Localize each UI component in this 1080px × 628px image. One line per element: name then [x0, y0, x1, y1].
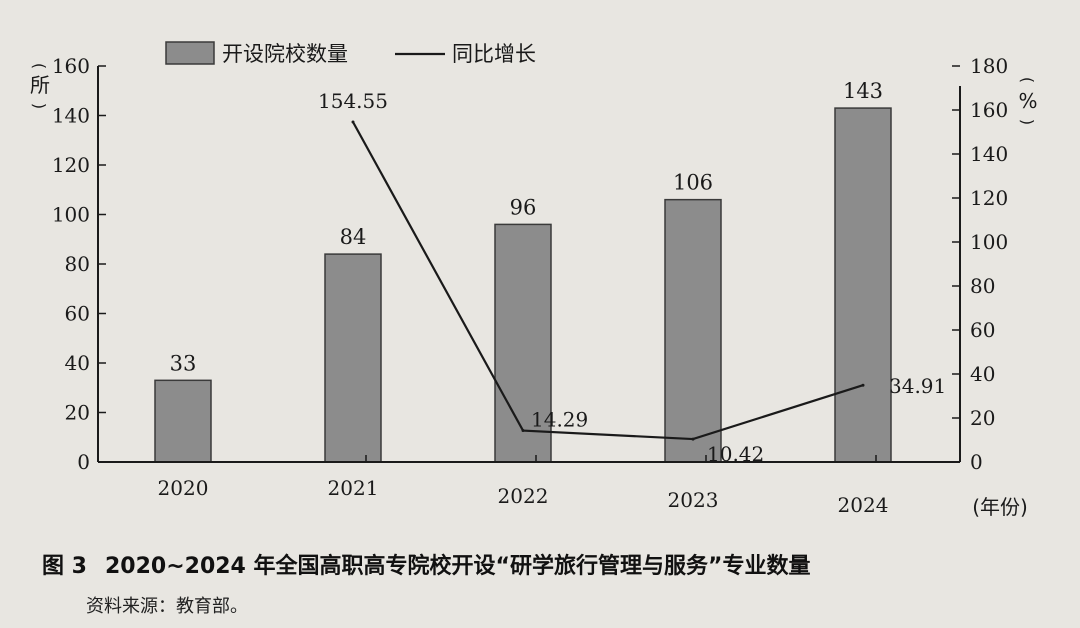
y-right-tick-label: 80: [970, 274, 995, 298]
legend-line-label: 同比增长: [452, 42, 536, 66]
bar-value-label: 143: [843, 79, 883, 103]
bar-value-label: 84: [340, 225, 367, 249]
bar-value-label: 96: [510, 195, 537, 219]
y-right-unit-paren-close: ): [1018, 119, 1037, 125]
y-left-tick-label: 160: [52, 54, 90, 78]
growth-point: [521, 429, 525, 433]
bar: [664, 198, 722, 463]
y-right-tick-label: 60: [970, 318, 995, 342]
growth-value-label: 14.29: [531, 408, 588, 432]
bar: [324, 253, 382, 463]
bar: [834, 107, 892, 463]
y-left-unit-paren-close: ): [30, 103, 49, 109]
figure-title: 2020~2024 年全国高职高专院校开设“研学旅行管理与服务”专业数量: [104, 554, 811, 579]
x-tick-label: 2023: [668, 488, 719, 512]
y-left-tick-label: 120: [52, 153, 90, 177]
y-left-tick-label: 20: [65, 401, 90, 425]
y-right-tick-label: 40: [970, 362, 995, 386]
source-note: 资料来源：教育部。: [86, 596, 248, 617]
legend-bar-label: 开设院校数量: [222, 42, 348, 66]
y-right-tick-label: 0: [970, 450, 983, 474]
x-tick-label: 2020: [158, 476, 209, 500]
x-tick-label: 2021: [328, 476, 379, 500]
x-unit-label: (年份): [972, 495, 1028, 519]
figure-number: 图 3: [42, 554, 87, 579]
y-right-tick-label: 120: [970, 186, 1008, 210]
y-right-tick-label: 20: [970, 406, 995, 430]
growth-value-label: 34.91: [889, 374, 946, 398]
y-right-tick-label: 160: [970, 98, 1008, 122]
axes: 0 20 40 60 80 100 120 140 160 0 20 40 60 80 100 120 140 1…: [30, 54, 1038, 519]
y-left-tick-label: 0: [77, 450, 90, 474]
y-left-tick-label: 100: [52, 203, 90, 227]
y-right-tick-label: 180: [970, 54, 1008, 78]
y-left-unit-paren-open: (: [30, 63, 49, 69]
y-right-tick-label: 140: [970, 142, 1008, 166]
x-tick-label: 2022: [498, 484, 549, 508]
legend: 开设院校数量 同比增长: [165, 41, 536, 66]
y-right-unit-paren-open: (: [1018, 77, 1037, 83]
legend-bar-swatch: [165, 41, 215, 65]
bar: [154, 379, 212, 463]
bar-series: 33 84 96 106 143: [154, 79, 892, 463]
y-right-unit-label: %: [1018, 89, 1037, 113]
y-left-tick-label: 60: [65, 302, 90, 326]
y-left-tick-label: 80: [65, 252, 90, 276]
y-left-unit-label: 所: [30, 73, 50, 97]
y-left-tick-label: 40: [65, 351, 90, 375]
y-left-tick-label: 140: [52, 104, 90, 128]
growth-point: [861, 383, 865, 387]
y-right-tick-label: 100: [970, 230, 1008, 254]
bar-value-label: 106: [673, 171, 713, 195]
bar-value-label: 33: [170, 351, 197, 375]
x-tick-label: 2024: [838, 493, 889, 517]
growth-point: [691, 437, 695, 441]
figure-caption: 图 3 2020~2024 年全国高职高专院校开设“研学旅行管理与服务”专业数量: [42, 548, 810, 580]
growth-value-label: 154.55: [318, 89, 388, 113]
growth-line: [352, 121, 864, 441]
growth-point: [351, 120, 355, 124]
